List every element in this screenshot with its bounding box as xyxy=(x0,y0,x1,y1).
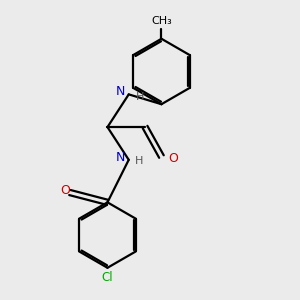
Text: H: H xyxy=(135,157,144,166)
Text: CH₃: CH₃ xyxy=(151,16,172,26)
Text: N: N xyxy=(116,85,125,98)
Text: O: O xyxy=(168,152,178,165)
Text: O: O xyxy=(60,184,70,197)
Text: Cl: Cl xyxy=(102,271,113,284)
Text: N: N xyxy=(116,151,125,164)
Text: H: H xyxy=(136,92,144,102)
